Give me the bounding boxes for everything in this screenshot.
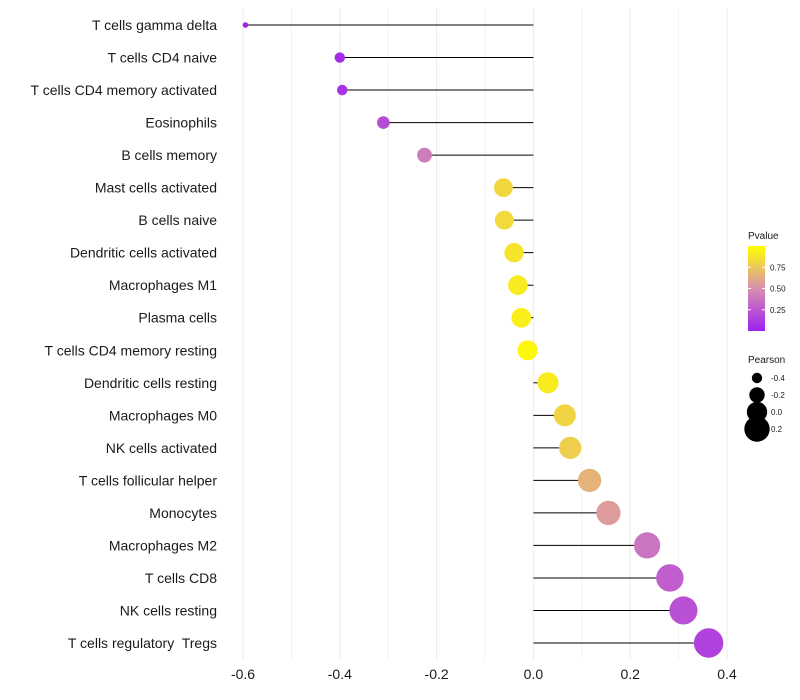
category-label: T cells CD4 memory activated — [31, 82, 217, 98]
size-key-dot — [749, 387, 765, 403]
lollipop-point — [508, 275, 528, 296]
pvalue-colorbar — [748, 246, 765, 331]
category-label: T cells gamma delta — [92, 17, 217, 33]
size-key-dot — [751, 372, 763, 384]
category-label: Macrophages M2 — [109, 537, 217, 553]
x-axis-ticks: -0.6 -0.4 -0.2 0.0 0.2 0.4 — [231, 666, 737, 682]
category-label: Mast cells activated — [95, 180, 217, 196]
lollipop-point — [693, 628, 724, 658]
lollipop-point — [577, 468, 602, 493]
category-label: B cells naive — [138, 212, 217, 228]
x-tick-label: 0.2 — [620, 666, 640, 682]
size-key-label: 0.0 — [771, 408, 783, 417]
point-layer — [242, 22, 724, 658]
pearson-legend-title: Pearson — [748, 355, 785, 366]
lollipop-point — [537, 372, 559, 394]
lollipop-point — [336, 84, 348, 96]
category-label: T cells CD4 memory resting — [45, 342, 217, 358]
x-tick-label: 0.4 — [717, 666, 737, 682]
size-key-dot — [746, 401, 768, 423]
category-label: NK cells activated — [106, 440, 217, 456]
lollipop-point — [377, 116, 390, 129]
size-key-dot — [744, 416, 770, 442]
grid-layer — [242, 8, 728, 660]
x-tick-label: -0.4 — [328, 666, 352, 682]
category-label: Dendritic cells resting — [84, 375, 217, 391]
category-label: T cells regulatory Tregs — [68, 635, 217, 651]
category-label: Monocytes — [149, 505, 217, 521]
lollipop-point — [634, 532, 661, 559]
lollipop-point — [493, 178, 513, 198]
lollipop-point — [669, 596, 698, 625]
legend: Pvalue 0.25 0.50 0.75 Pearson -0.4 -0.2 0.0 0… — [744, 231, 786, 442]
lollipop-point — [596, 500, 621, 526]
lollipop-point — [517, 340, 538, 361]
x-tick-label: -0.2 — [425, 666, 449, 682]
x-tick-label: 0.0 — [524, 666, 544, 682]
pvalue-legend-ticks: 0.25 0.50 0.75 — [748, 263, 786, 315]
lollipop-point — [417, 147, 432, 163]
size-key-label: -0.2 — [771, 391, 785, 400]
lollipop-point — [334, 52, 345, 63]
category-label: T cells CD8 — [145, 570, 217, 586]
lollipop-point — [553, 404, 576, 427]
size-key-label: -0.4 — [771, 374, 785, 383]
lollipop-point — [242, 22, 249, 28]
x-tick-label: -0.6 — [231, 666, 255, 682]
category-label: Macrophages M1 — [109, 277, 217, 293]
colorbar-tick-label: 0.75 — [770, 263, 786, 272]
size-key-label: 0.2 — [771, 425, 783, 434]
lollipop-point — [656, 564, 684, 592]
category-label: Dendritic cells activated — [70, 245, 217, 261]
lollipop-point — [559, 436, 582, 459]
category-label: T cells follicular helper — [79, 472, 218, 488]
category-label: Macrophages M0 — [109, 407, 217, 423]
category-label: T cells CD4 naive — [108, 50, 218, 66]
lollipop-point — [504, 242, 524, 263]
colorbar-tick-label: 0.25 — [770, 306, 786, 315]
pearson-legend-keys: -0.4 -0.2 0.0 0.2 — [744, 372, 785, 442]
category-label: NK cells resting — [120, 602, 217, 618]
colorbar-tick-label: 0.50 — [770, 285, 786, 294]
category-label: Eosinophils — [145, 115, 217, 131]
pvalue-legend-title: Pvalue — [748, 231, 779, 242]
category-label: Plasma cells — [138, 310, 217, 326]
lollipop-point — [511, 307, 532, 328]
lollipop-point — [494, 210, 514, 230]
category-labels: T cells gamma delta T cells CD4 naive T ce… — [31, 17, 218, 651]
category-label: B cells memory — [121, 147, 217, 163]
